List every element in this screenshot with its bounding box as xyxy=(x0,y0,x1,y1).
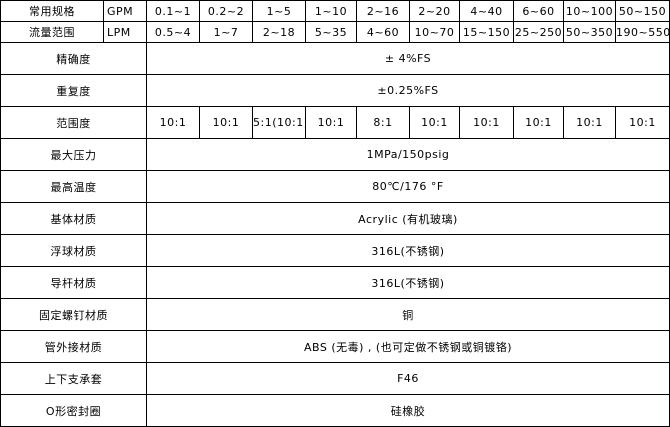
row-label: 精确度 xyxy=(0,42,147,75)
row-label: 最大压力 xyxy=(0,138,147,171)
lpm-unit: LPM xyxy=(103,21,147,43)
row-value-cell: 10:1 xyxy=(409,106,460,139)
row-value-cell: 10:1 xyxy=(199,106,253,139)
gpm-cell: 1~5 xyxy=(252,0,306,22)
row-value: F46 xyxy=(146,362,670,395)
row-label: 上下支承套 xyxy=(0,362,147,395)
gpm-cell: 10~100 xyxy=(563,0,616,22)
row-value-cell: 10:1 xyxy=(615,106,670,139)
table-row: 上下支承套 F46 xyxy=(0,362,670,395)
spec-label: 常用规格 xyxy=(0,0,104,22)
row-label: 固定螺钉材质 xyxy=(0,298,147,331)
table-row: 最大压力 1MPa/150psig xyxy=(0,138,670,171)
table-row: 基体材质 Acrylic (有机玻璃) xyxy=(0,202,670,235)
gpm-cell: 4~40 xyxy=(459,0,514,22)
row-value-cell: 5:1(10:1) xyxy=(252,106,306,139)
row-value: 80℃/176 °F xyxy=(146,170,670,203)
lpm-cell: 1~7 xyxy=(199,21,253,43)
lpm-row: 流量范围 LPM 0.5~4 1~7 2~18 5~35 4~60 10~70 15~150… xyxy=(0,21,670,43)
row-label: 导杆材质 xyxy=(0,266,147,299)
row-value-cell: 10:1 xyxy=(305,106,357,139)
row-value-cell: 10:1 xyxy=(146,106,200,139)
lpm-cell: 25~250 xyxy=(513,21,564,43)
lpm-cell: 15~150 xyxy=(459,21,514,43)
table-row: 浮球材质 316L(不锈钢) xyxy=(0,234,670,267)
row-value: ABS (无毒) , (也可定做不锈钢或铜镀铬) xyxy=(146,330,670,363)
table-row: 重复度 ±0.25%FS xyxy=(0,74,670,107)
row-value-cell: 10:1 xyxy=(459,106,514,139)
row-value: Acrylic (有机玻璃) xyxy=(146,202,670,235)
row-value: 316L(不锈钢) xyxy=(146,234,670,267)
gpm-unit: GPM xyxy=(103,0,147,22)
row-label: 重复度 xyxy=(0,74,147,107)
row-value: 铜 xyxy=(146,298,670,331)
row-value-cell: 10:1 xyxy=(563,106,616,139)
gpm-cell: 2~20 xyxy=(409,0,460,22)
row-label: 浮球材质 xyxy=(0,234,147,267)
lpm-cell: 2~18 xyxy=(252,21,306,43)
gpm-row: 常用规格 GPM 0.1~1 0.2~2 1~5 1~10 2~16 2~20 4~40 6~… xyxy=(0,0,670,22)
table-row: 精确度 ± 4%FS xyxy=(0,42,670,75)
lpm-cell: 190~550 xyxy=(615,21,670,43)
table-row: 固定螺钉材质铜 xyxy=(0,298,670,331)
table-row: 管外接材质 ABS (无毒) , (也可定做不锈钢或铜镀铬) xyxy=(0,330,670,363)
row-value-cell: 8:1 xyxy=(356,106,410,139)
row-label: 基体材质 xyxy=(0,202,147,235)
gpm-cell: 2~16 xyxy=(356,0,410,22)
gpm-cell: 6~60 xyxy=(513,0,564,22)
row-label: 范围度 xyxy=(0,106,147,139)
flow-range-label: 流量范围 xyxy=(0,21,104,43)
lpm-cell: 5~35 xyxy=(305,21,357,43)
row-value-cell: 10:1 xyxy=(513,106,564,139)
gpm-cell: 50~150 xyxy=(615,0,670,22)
table-row: 最高温度 80℃/176 °F xyxy=(0,170,670,203)
gpm-cell: 0.2~2 xyxy=(199,0,253,22)
lpm-cell: 10~70 xyxy=(409,21,460,43)
row-value: ± 4%FS xyxy=(146,42,670,75)
lpm-cell: 0.5~4 xyxy=(146,21,200,43)
lpm-cell: 4~60 xyxy=(356,21,410,43)
gpm-cell: 1~10 xyxy=(305,0,357,22)
row-label: 管外接材质 xyxy=(0,330,147,363)
gpm-cell: 0.1~1 xyxy=(146,0,200,22)
lpm-cell: 50~350 xyxy=(563,21,616,43)
row-label: 最高温度 xyxy=(0,170,147,203)
row-value: ±0.25%FS xyxy=(146,74,670,107)
table-row: 导杆材质 316L(不锈钢) xyxy=(0,266,670,299)
table-row: 范围度 10:1 10:1 5:1(10:1) 10:1 8:1 10:1 10:1 10:1 1… xyxy=(0,106,670,139)
row-value: 1MPa/150psig xyxy=(146,138,670,171)
row-value: 316L(不锈钢) xyxy=(146,266,670,299)
